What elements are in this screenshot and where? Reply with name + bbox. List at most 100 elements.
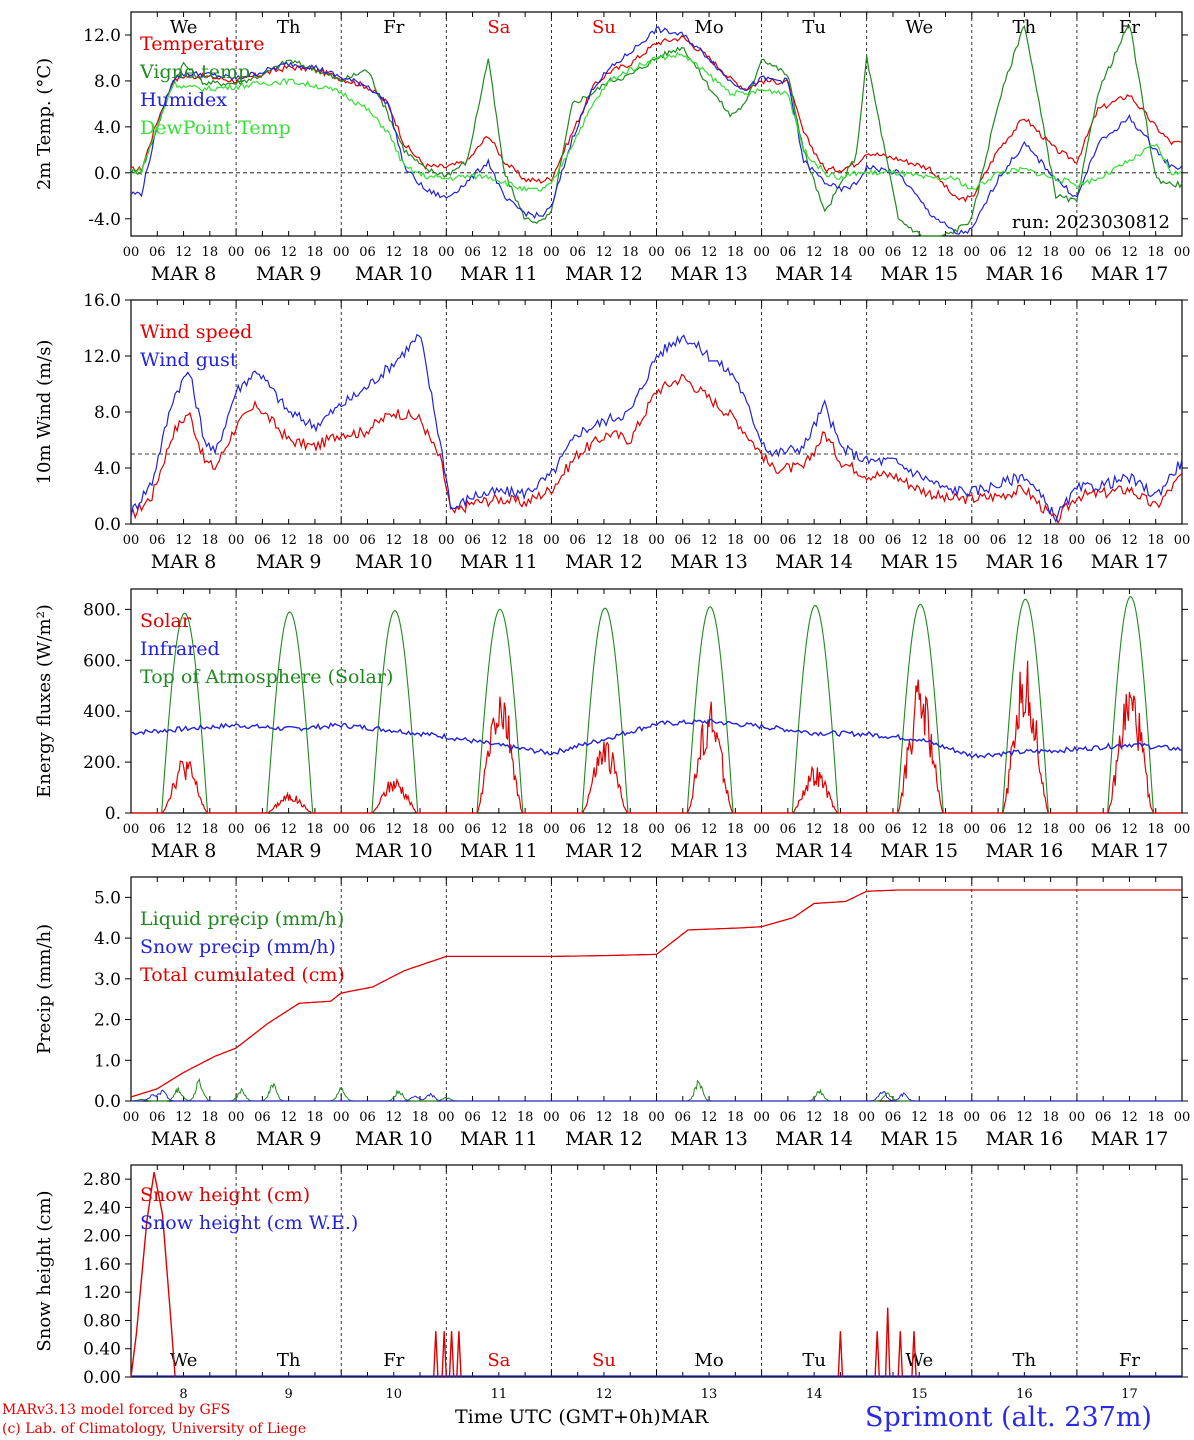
temp-hour-label: 12 xyxy=(806,245,823,260)
precip-legend-entry: Liquid precip (mm/h) xyxy=(140,908,344,930)
wind-hour-label: 06 xyxy=(569,533,586,548)
temp-hour-label: 06 xyxy=(569,245,586,260)
temp-hour-label: 18 xyxy=(1042,245,1059,260)
precip-y-tick-label: 5.0 xyxy=(94,888,121,908)
run-annotation: run: 2023030812 xyxy=(1012,212,1170,233)
temp-hour-label: 06 xyxy=(149,245,166,260)
precip-date-label: MAR 17 xyxy=(1091,1128,1169,1150)
wind-hour-label: 06 xyxy=(149,533,166,548)
temp-y-axis-label: 2m Temp. (°C) xyxy=(34,58,55,190)
precip-hour-label: 06 xyxy=(254,1110,271,1125)
precip-hour-label: 18 xyxy=(412,1110,429,1125)
wind-y-tick-label: 12.0 xyxy=(83,347,121,367)
energy-hour-label: 06 xyxy=(675,822,692,837)
precip-hour-label: 00 xyxy=(648,1110,665,1125)
wind-hour-label: 18 xyxy=(412,533,429,548)
precip-hour-label: 18 xyxy=(202,1110,219,1125)
temp-hour-label: 06 xyxy=(359,245,376,260)
energy-y-tick-label: 0. xyxy=(105,804,121,824)
snow-weekday-label: Fr xyxy=(383,1350,404,1371)
energy-hour-label: 06 xyxy=(885,822,902,837)
snow-y-tick-label: 1.20 xyxy=(83,1283,121,1303)
temp-weekday-label: Fr xyxy=(383,17,404,38)
energy-hour-label: 06 xyxy=(359,822,376,837)
precip-hour-label: 06 xyxy=(359,1110,376,1125)
temp-hour-label: 00 xyxy=(964,245,981,260)
solar-line xyxy=(761,765,867,814)
energy-date-label: MAR 12 xyxy=(565,840,643,862)
snow-weekday-label: Sa xyxy=(487,1350,510,1371)
temp-hour-label: 06 xyxy=(990,245,1007,260)
energy-hour-label: 00 xyxy=(438,822,455,837)
temp-hour-label: 18 xyxy=(412,245,429,260)
precip-hour-label: 18 xyxy=(517,1110,534,1125)
energy-hour-label: 06 xyxy=(569,822,586,837)
temp-hour-label: 12 xyxy=(596,245,613,260)
snow-weekday-label: Tu xyxy=(802,1350,826,1371)
temp-hour-label: 12 xyxy=(175,245,192,260)
precip-hour-label: 18 xyxy=(832,1110,849,1125)
wind-hour-label: 00 xyxy=(1069,533,1086,548)
wind-hour-label: 06 xyxy=(359,533,376,548)
energy-hour-label: 00 xyxy=(543,822,560,837)
snow-height-spike xyxy=(884,1307,891,1378)
x-axis-title: Time UTC (GMT+0h)MAR xyxy=(455,1406,709,1428)
precip-y-tick-label: 0.0 xyxy=(94,1092,121,1112)
snow-day-number: 14 xyxy=(806,1387,823,1402)
temp-date-label: MAR 12 xyxy=(565,263,643,285)
temp-hour-label: 00 xyxy=(753,245,770,260)
temp-weekday-label: We xyxy=(905,17,933,38)
precip-hour-label: 00 xyxy=(1174,1110,1191,1125)
snow-y-tick-label: 2.80 xyxy=(83,1170,121,1190)
energy-hour-label: 00 xyxy=(753,822,770,837)
wind-date-label: MAR 12 xyxy=(565,551,643,573)
wind-hour-label: 12 xyxy=(385,533,402,548)
temp-y-tick-label: -4.0 xyxy=(88,210,121,230)
solar-line xyxy=(1076,691,1182,814)
energy-date-label: MAR 8 xyxy=(151,840,217,862)
station-name: Sprimont (alt. 237m) xyxy=(865,1402,1152,1433)
temp-hour-label: 00 xyxy=(123,245,140,260)
wind-hour-label: 00 xyxy=(228,533,245,548)
precip-hour-label: 18 xyxy=(622,1110,639,1125)
energy-hour-label: 12 xyxy=(280,822,297,837)
temp-y-tick-label: 0.0 xyxy=(94,164,121,184)
energy-date-label: MAR 16 xyxy=(985,840,1063,862)
energy-hour-label: 00 xyxy=(228,822,245,837)
energy-legend-entry: Solar xyxy=(140,610,192,632)
wind-hour-label: 12 xyxy=(701,533,718,548)
temp-y-tick-label: 12.0 xyxy=(83,26,121,46)
wind-hour-label: 00 xyxy=(858,533,875,548)
wind-hour-label: 00 xyxy=(648,533,665,548)
solar-line xyxy=(131,760,237,814)
solar-line xyxy=(656,701,762,814)
energy-hour-label: 12 xyxy=(175,822,192,837)
wind-date-label: MAR 17 xyxy=(1091,551,1169,573)
precip-hour-label: 12 xyxy=(596,1110,613,1125)
infrared-line xyxy=(130,718,1183,759)
snow-legend-entry: Snow height (cm) xyxy=(140,1184,310,1206)
lab-credit: (c) Lab. of Climatology, University of L… xyxy=(2,1421,307,1437)
snow-weekday-label: Su xyxy=(592,1350,616,1371)
energy-legend-entry: Top of Atmosphere (Solar) xyxy=(140,666,393,688)
wind-y-axis-label: 10m Wind (m/s) xyxy=(34,340,55,485)
wind-y-tick-label: 0.0 xyxy=(94,515,121,535)
temp-hour-label: 06 xyxy=(464,245,481,260)
precip-y-tick-label: 2.0 xyxy=(94,1011,121,1031)
snow-height-spike xyxy=(433,1331,439,1378)
temp-date-label: MAR 13 xyxy=(670,263,748,285)
energy-date-label: MAR 9 xyxy=(256,840,322,862)
temp-hour-label: 00 xyxy=(1069,245,1086,260)
energy-hour-label: 12 xyxy=(385,822,402,837)
energy-y-tick-label: 800. xyxy=(83,600,121,620)
energy-hour-label: 06 xyxy=(464,822,481,837)
energy-y-axis-label: Energy fluxes (W/m²) xyxy=(34,604,55,798)
wind-hour-label: 18 xyxy=(517,533,534,548)
precip-y-tick-label: 4.0 xyxy=(94,929,121,949)
precip-hour-label: 06 xyxy=(885,1110,902,1125)
precip-y-tick-label: 3.0 xyxy=(94,970,121,990)
energy-hour-label: 12 xyxy=(596,822,613,837)
energy-date-label: MAR 15 xyxy=(880,840,958,862)
precip-hour-label: 12 xyxy=(911,1110,928,1125)
energy-y-tick-label: 200. xyxy=(83,753,121,773)
